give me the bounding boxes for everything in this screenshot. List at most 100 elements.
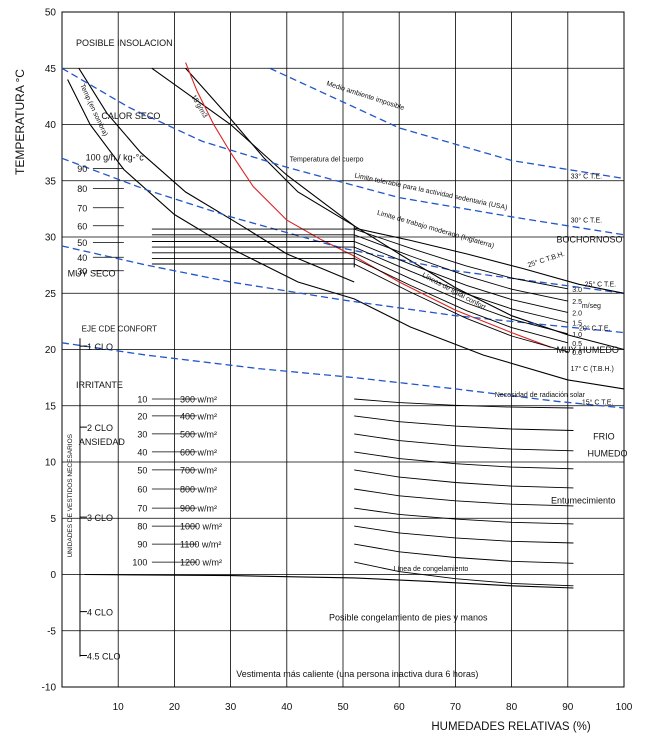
y-tick-label: 50 <box>45 8 57 19</box>
zone-label: BOCHORNOSO <box>557 235 623 245</box>
y-tick-label: 5 <box>50 514 56 525</box>
radiation-watts: 1100 w/m² <box>180 540 221 550</box>
x-tick-label: 90 <box>562 702 574 713</box>
zone-label: Vestimenta más caliente (una persona ina… <box>236 669 478 679</box>
x-tick-label: 100 <box>616 702 633 713</box>
radiation-value: 30 <box>137 429 147 439</box>
clothing-title: EJE CDE CONFORT <box>82 325 158 334</box>
radiation-watts: 700 w/m² <box>180 465 217 475</box>
y-tick-label: 35 <box>45 176 57 187</box>
curve-label: 25° C T.E. <box>585 281 617 289</box>
radiation-watts: 900 w/m² <box>180 504 217 514</box>
humidity-value: 50 <box>77 238 87 248</box>
comfort-line <box>151 241 568 313</box>
radiation-value: 90 <box>137 540 147 550</box>
radiation-value: 50 <box>137 465 147 475</box>
air-velocity-label: 2.5 <box>572 299 582 306</box>
series-te-30 <box>61 67 625 236</box>
y-tick-label: 45 <box>45 64 57 75</box>
radiation-line <box>354 488 574 507</box>
series-shade-temp <box>78 68 355 283</box>
zone-label: MUY SECO <box>68 268 116 278</box>
x-tick-label: 30 <box>225 702 237 713</box>
radiation-value: 60 <box>137 485 147 495</box>
comfort-line <box>151 252 568 335</box>
zone-label: POSIBLE INSOLACION <box>76 38 173 48</box>
radiation-watts: 400 w/m² <box>180 411 217 421</box>
series-shade-temp-2 <box>67 79 625 390</box>
y-tick-label: 0 <box>50 570 56 581</box>
x-tick-label: 10 <box>113 702 125 713</box>
comfort-line <box>151 228 568 290</box>
humidity-value: 40 <box>77 253 87 263</box>
radiation-line <box>354 507 574 525</box>
radiation-line <box>354 543 574 564</box>
radiation-value: 80 <box>137 522 147 532</box>
humidity-value: 90 <box>77 164 87 174</box>
y-tick-label: 10 <box>45 458 57 469</box>
radiation-line <box>354 561 574 587</box>
series-te-33 <box>269 67 625 180</box>
air-velocity-label: 0.5 <box>572 341 582 348</box>
x-axis-title: HUMEDADES RELATIVAS (%) <box>431 721 590 733</box>
radiation-value: 40 <box>137 447 147 457</box>
curve-label: m/seg <box>582 303 601 310</box>
y-tick-label: 30 <box>45 233 57 244</box>
clothing-label: 1 CLO <box>87 342 113 352</box>
y-axis-title: TEMPERATURA °C <box>13 69 27 175</box>
curve-label: 20° C T.E. <box>579 324 611 332</box>
y-tick-label: 40 <box>45 120 57 131</box>
curve-label: Necesidad de radiación solar <box>495 392 586 399</box>
clothing-label: 4.5 CLO <box>87 652 121 662</box>
radiation-watts: 1200 w/m² <box>180 558 222 568</box>
air-velocity-label: 1.0 <box>572 332 582 339</box>
humidity-value: 60 <box>77 221 87 231</box>
x-tick-label: 80 <box>506 702 518 713</box>
curve-label: 30° C T.E. <box>571 216 603 224</box>
y-tick-label: -10 <box>42 683 57 694</box>
zone-label: FRIO <box>593 432 615 442</box>
humidity-value: 30 <box>77 266 87 276</box>
y-tick-label: 20 <box>45 345 57 356</box>
radiation-value: 100 <box>132 558 147 568</box>
air-velocity-label: 2.0 <box>572 310 582 317</box>
radiation-watts: 500 w/m² <box>180 429 217 439</box>
radiation-watts: 600 w/m² <box>180 447 217 457</box>
series-te-25 <box>61 157 625 294</box>
comfort-line <box>151 246 568 323</box>
curve-label: 15° C T.E. <box>582 399 614 407</box>
curve-label: 17° C (T.B.H.) <box>571 365 614 373</box>
comfort-line <box>151 263 568 353</box>
humidity-value: 70 <box>77 203 87 213</box>
radiation-watts: 800 w/m² <box>180 485 217 495</box>
x-tick-label: 70 <box>450 702 462 713</box>
radiation-line <box>354 415 574 431</box>
zone-label: CALOR SECO <box>101 111 160 121</box>
y-tick-label: 25 <box>45 289 57 300</box>
x-tick-label: 40 <box>281 702 293 713</box>
radiation-line <box>354 398 574 409</box>
zone-label: Posible congelamiento de pies y manos <box>329 613 488 623</box>
series-te-20 <box>61 245 625 334</box>
radiation-value: 20 <box>137 411 147 421</box>
series-te-15 <box>61 342 625 409</box>
curve-label: 25° C T.B.H. <box>527 250 566 270</box>
clothing-axis-title: UNIDADES DE VESTIDOS NECESARIOS <box>67 433 74 557</box>
series-body-temp <box>185 67 355 227</box>
zone-label: IRRITANTE <box>76 380 123 390</box>
series-iso-15g <box>185 62 552 348</box>
radiation-line <box>354 525 574 544</box>
radiation-watts: 1000 w/m² <box>180 522 222 532</box>
radiation-line <box>354 433 574 452</box>
comfort-line <box>151 234 568 302</box>
humidity-value: 80 <box>77 184 87 194</box>
clothing-label: 4 CLO <box>87 608 113 618</box>
y-tick-label: 15 <box>45 401 57 412</box>
freezing-line <box>84 573 574 589</box>
curve-label: Limite tolerable para la actividad seden… <box>354 172 508 211</box>
clothing-label: 2 CLO <box>87 423 113 433</box>
radiation-line <box>354 469 574 489</box>
x-tick-label: 20 <box>169 702 181 713</box>
air-velocity-label: 3.0 <box>572 287 582 294</box>
